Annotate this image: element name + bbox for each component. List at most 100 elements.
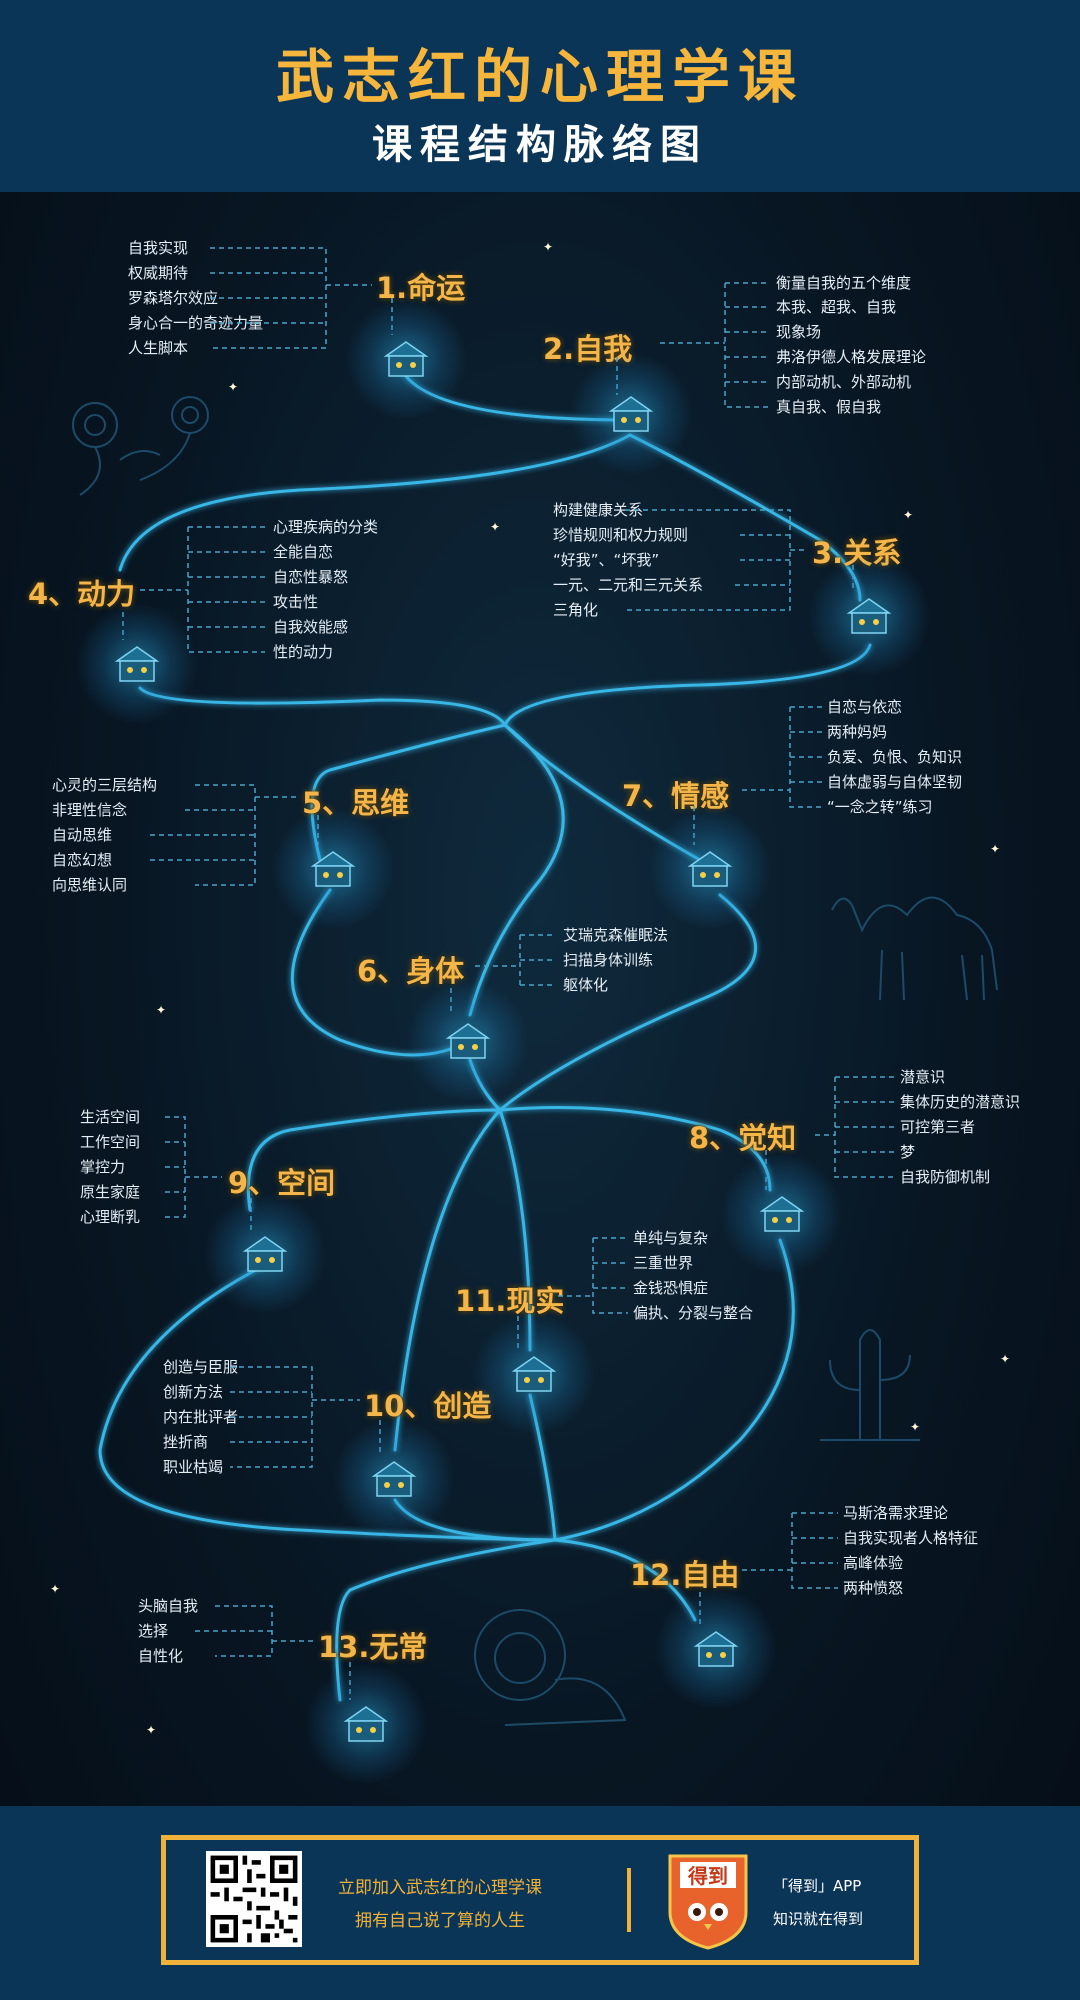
topic: 身心合一的奇迹力量 <box>128 314 264 332</box>
topic: 自恋幻想 <box>52 851 113 869</box>
node-title-10: 10、创造 <box>364 1389 492 1423</box>
node-title-12: 12.自由 <box>630 1558 740 1592</box>
topic: 本我、超我、自我 <box>776 298 897 316</box>
house-icon-node-8 <box>718 1155 846 1273</box>
path-junction2-9 <box>246 1108 502 1212</box>
node-title-13: 13.无常 <box>318 1630 428 1664</box>
flower-outline-icon <box>72 396 209 496</box>
topic: 工作空间 <box>80 1133 141 1151</box>
path-7-junction2 <box>498 893 758 1112</box>
topic: 梦 <box>900 1143 916 1161</box>
qr-code-icon[interactable] <box>206 1851 302 1947</box>
topic: 金钱恐惧症 <box>633 1279 709 1297</box>
dedao-logo-icon[interactable]: 得到 <box>666 1852 750 1950</box>
topic: 扫描身体训练 <box>563 951 654 969</box>
house-icon-node-1 <box>342 300 470 418</box>
node-title-9: 9、空间 <box>228 1166 336 1200</box>
topic: 创造与臣服 <box>163 1358 239 1376</box>
star-icon: ✦ <box>990 842 1001 856</box>
app-slogan: 知识就在得到 <box>773 1910 864 1928</box>
topic: 衡量自我的五个维度 <box>776 274 912 292</box>
topic: 可控第三者 <box>900 1118 976 1136</box>
topic: 两种妈妈 <box>827 723 888 741</box>
topic: “一念之转”练习 <box>827 798 933 816</box>
topic: 珍惜规则和权力规则 <box>553 526 689 544</box>
topic: 自我实现 <box>128 239 189 257</box>
house-icon-node-10 <box>330 1420 458 1538</box>
house-icon-node-4 <box>73 605 201 723</box>
star-icon: ✦ <box>1000 1352 1011 1366</box>
topic: 非理性信念 <box>52 801 128 819</box>
page-title: 武志红的心理学课 <box>275 43 804 111</box>
topic: 高峰体验 <box>843 1554 904 1572</box>
topic: 挫折商 <box>163 1433 209 1451</box>
topic: 攻击性 <box>273 593 319 611</box>
topic: 心灵的三层结构 <box>52 776 158 794</box>
topic: 三重世界 <box>633 1254 694 1272</box>
node-title-4: 4、动力 <box>28 577 136 611</box>
topic: 心理疾病的分类 <box>273 518 379 536</box>
cta-text-line-1: 立即加入武志红的心理学课 <box>338 1878 542 1898</box>
cta-box[interactable] <box>161 1835 919 1965</box>
topic: 自我效能感 <box>273 618 349 636</box>
topic: 负爱、负恨、负知识 <box>827 748 963 766</box>
topic: 潜意识 <box>900 1068 946 1086</box>
topic: 现象场 <box>776 323 822 341</box>
topic: 性的动力 <box>273 643 334 661</box>
topic: 自体虚弱与自体坚韧 <box>827 773 963 791</box>
topic: 艾瑞克森催眠法 <box>563 926 669 944</box>
topic: 心理断乳 <box>80 1208 141 1226</box>
house-icon-node-5 <box>269 810 397 928</box>
star-icon: ✦ <box>903 508 914 522</box>
path-2-4 <box>118 433 632 572</box>
header: 武志红的心理学课 课程结构脉络图 <box>0 0 1080 192</box>
star-icon: ✦ <box>543 240 554 254</box>
topic: 自我防御机制 <box>900 1168 991 1186</box>
node-title-11: 11.现实 <box>455 1284 565 1318</box>
logo-text: 得到 <box>687 1864 728 1888</box>
node-title-1: 1.命运 <box>376 271 466 305</box>
topic: 马斯洛需求理论 <box>843 1504 949 1522</box>
topic: 躯体化 <box>563 976 609 994</box>
topic: 偏执、分裂与整合 <box>633 1304 754 1322</box>
dashed-connectors <box>122 247 895 1700</box>
house-icon-node-2 <box>567 355 695 473</box>
path-junction2-11 <box>498 1108 532 1352</box>
house-icon-node-12 <box>652 1590 780 1708</box>
topic: 一元、二元和三元关系 <box>553 576 704 594</box>
topic: 自性化 <box>138 1647 184 1665</box>
topic: 三角化 <box>553 601 599 619</box>
topic: 弗洛伊德人格发展理论 <box>776 348 927 366</box>
topic: 全能自恋 <box>273 543 334 561</box>
star-icon: ✦ <box>146 1723 157 1737</box>
house-icon-node-9 <box>201 1195 329 1313</box>
topic: 创新方法 <box>163 1383 224 1401</box>
camel-outline-icon <box>831 896 998 1001</box>
topic: 自我实现者人格特征 <box>843 1529 979 1547</box>
star-icon: ✦ <box>910 1420 921 1434</box>
node-title-6: 6、身体 <box>357 954 465 988</box>
topic: 头脑自我 <box>138 1597 199 1615</box>
app-name: 「得到」APP <box>773 1877 862 1895</box>
topic: 选择 <box>138 1622 169 1640</box>
topic: 集体历史的潜意识 <box>900 1093 1021 1111</box>
path-junction3-13 <box>335 1538 557 1702</box>
topic: 自恋与依恋 <box>827 698 903 716</box>
path-9-junction3 <box>98 1263 557 1542</box>
node-title-8: 8、觉知 <box>689 1121 797 1155</box>
star-icon: ✦ <box>156 1003 167 1017</box>
topic: 向思维认同 <box>52 876 128 894</box>
topic: 构建健康关系 <box>553 501 644 519</box>
star-icon: ✦ <box>490 520 501 534</box>
cactus-outline-icon <box>820 1329 920 1441</box>
path-8-junction3 <box>553 1238 795 1542</box>
topic: 两种愤怒 <box>843 1579 904 1597</box>
star-icon: ✦ <box>50 1582 61 1596</box>
topic: 罗森塔尔效应 <box>128 289 219 307</box>
topic: 职业枯竭 <box>163 1458 224 1476</box>
page-subtitle: 课程结构脉络图 <box>372 122 708 168</box>
topic: 单纯与复杂 <box>633 1229 709 1247</box>
path-junction2-10 <box>393 1108 502 1452</box>
topic: 人生脚本 <box>128 339 189 357</box>
